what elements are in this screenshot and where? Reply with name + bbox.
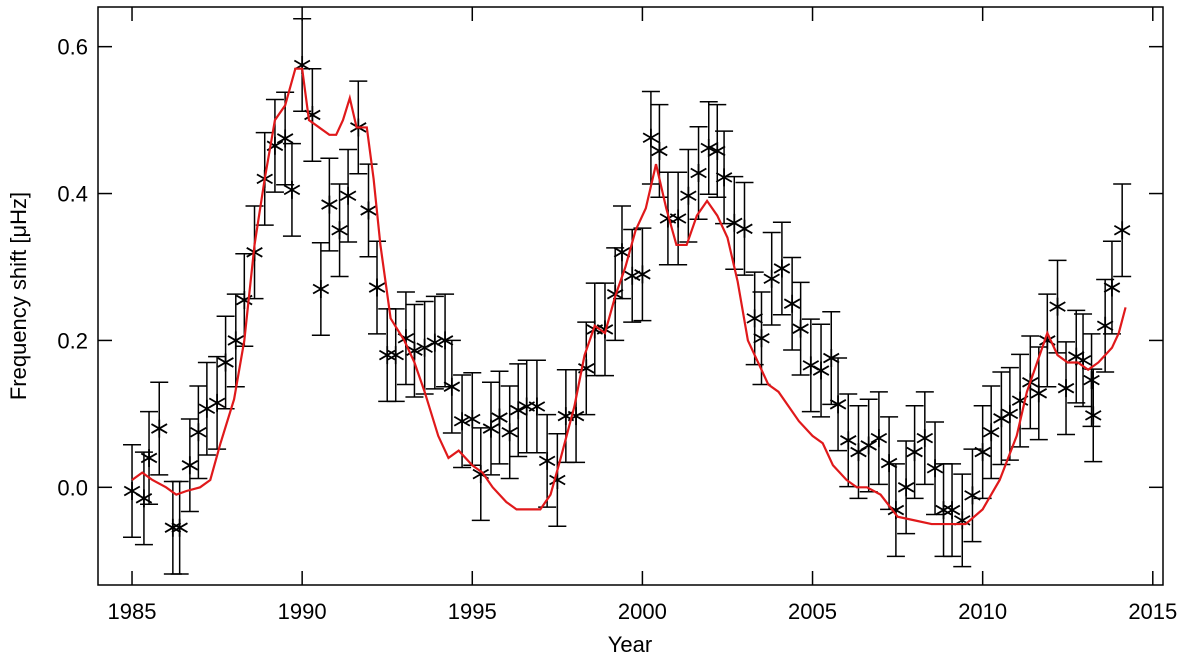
data-point [360, 201, 377, 220]
data-point [840, 431, 857, 450]
data-point [736, 219, 753, 238]
data-point [1096, 316, 1114, 335]
data-point [642, 128, 660, 147]
data-point [321, 195, 338, 214]
data-point [709, 141, 726, 160]
data-point [312, 280, 330, 299]
data-point [387, 346, 404, 365]
data-point [1049, 297, 1066, 316]
data-point [491, 408, 508, 427]
data-point [181, 456, 199, 475]
data-point [464, 410, 481, 429]
data-point [651, 141, 668, 160]
data-point [906, 443, 923, 462]
x-tick-label: 1990 [278, 599, 327, 624]
data-point [926, 459, 944, 478]
y-tick-label: 0.4 [57, 182, 88, 207]
data-point [453, 412, 471, 431]
data-point [746, 309, 763, 328]
data-point [331, 221, 348, 240]
data-point [974, 443, 991, 462]
data-point [860, 436, 877, 455]
data-point [700, 139, 718, 158]
data-point [501, 423, 518, 442]
data-point [669, 209, 687, 228]
data-point [1001, 404, 1019, 423]
data-point [1083, 371, 1100, 390]
x-tick-label: 1995 [448, 599, 497, 624]
data-point [792, 319, 809, 338]
y-tick-label: 0.2 [57, 328, 88, 353]
data-point [783, 294, 801, 313]
data-point [426, 333, 444, 352]
data-point [715, 168, 733, 187]
x-tick-label: 2015 [1128, 599, 1177, 624]
data-point [123, 481, 141, 500]
data-point [982, 423, 1000, 442]
data-point [829, 395, 847, 414]
y-tick-label: 0.0 [57, 475, 88, 500]
x-tick-label: 2005 [788, 599, 837, 624]
data-point [634, 265, 651, 284]
data-point [276, 129, 294, 148]
data-point [1085, 406, 1102, 425]
data-point [773, 259, 791, 278]
data-point [916, 429, 934, 448]
data-point [812, 361, 830, 380]
data-point [164, 518, 182, 537]
data-point [954, 511, 971, 530]
data-point [538, 451, 556, 470]
data-point [1113, 221, 1131, 240]
data-point [943, 501, 961, 520]
data-point [897, 478, 915, 497]
data-point [528, 397, 546, 416]
data-point [509, 401, 527, 420]
data-point [368, 278, 386, 297]
x-axis-label: Year [608, 632, 652, 657]
data-point [190, 423, 207, 442]
data-point [690, 163, 707, 182]
y-tick-label: 0.6 [57, 35, 88, 60]
data-point [217, 353, 234, 372]
data-point [613, 243, 631, 262]
data-point [198, 399, 216, 418]
data-point [802, 356, 820, 375]
data-point [964, 486, 981, 505]
data-point [482, 419, 500, 438]
data-point [1103, 278, 1121, 297]
data-point [680, 186, 697, 205]
y-axis-label: Frequency shift [μHz] [6, 192, 31, 400]
data-point [870, 429, 888, 448]
data-point [850, 443, 867, 462]
data-point [1057, 379, 1075, 398]
data-point [753, 329, 770, 348]
data-point [140, 448, 158, 467]
x-tick-label: 2000 [618, 599, 667, 624]
data-point [151, 419, 168, 438]
data-point [339, 186, 357, 205]
plot-frame [97, 6, 1164, 586]
line [131, 67, 1127, 526]
data-point [623, 266, 641, 285]
data-point [443, 377, 461, 396]
data-point [378, 346, 396, 365]
data-point [763, 269, 780, 288]
data-point [283, 180, 301, 199]
data-point [935, 501, 952, 520]
x-tick-label: 1985 [108, 599, 157, 624]
x-tick-label: 2010 [958, 599, 1007, 624]
data-point [171, 518, 188, 537]
